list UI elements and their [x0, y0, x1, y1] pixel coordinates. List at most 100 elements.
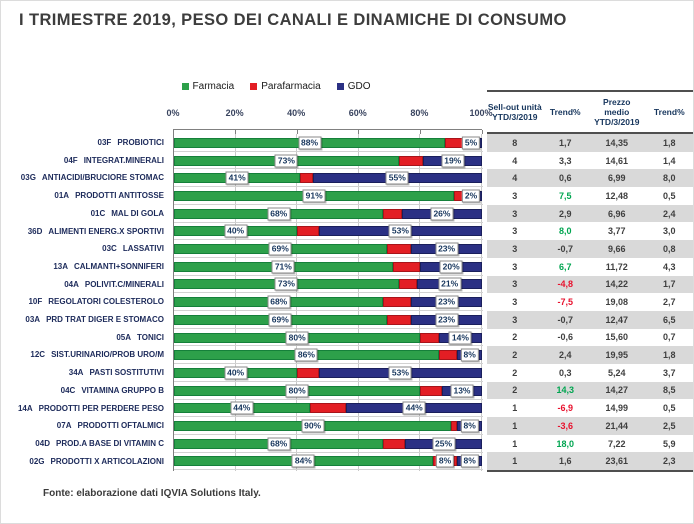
- bar-segment-parafarmacia: [300, 173, 313, 184]
- cell-trend-units: 18,0: [556, 438, 575, 449]
- gridline-horizontal: [174, 345, 483, 347]
- cell-sellout-units: 3: [512, 297, 518, 308]
- gridline-horizontal: [174, 239, 483, 241]
- bar-value-label-gdo: 8%: [460, 348, 479, 362]
- cell-trend-units: 6,7: [559, 261, 572, 272]
- bar-value-label-gdo: 53%: [388, 366, 412, 380]
- x-axis-tick-label: 40%: [287, 108, 306, 118]
- bar-value-label-farmacia: 73%: [274, 154, 298, 168]
- bar-row: 88% 5%: [174, 136, 482, 150]
- category-label: 01A PRODOTTI ANTITOSSE: [1, 187, 168, 205]
- bar-value-label-farmacia: 40%: [224, 366, 248, 380]
- category-name: TONICI: [137, 332, 164, 342]
- category-name: ANTIACIDI/BRUCIORE STOMAC: [41, 173, 164, 183]
- cell-sellout-units: 2: [512, 350, 518, 361]
- stacked-bar: [174, 367, 482, 378]
- bar-segment-parafarmacia: [309, 403, 347, 414]
- category-label: 03G ANTIACIDI/BRUCIORE STOMAC: [1, 169, 168, 187]
- category-label: 04A POLIVIT.C/MINERALI: [1, 276, 168, 294]
- cell-trend-units: -7,5: [557, 297, 574, 308]
- table-header-cell: Prezzo medio YTD/3/2019: [594, 96, 640, 127]
- table-row: 3 8,0 3,77 3,0: [487, 222, 693, 240]
- category-name: MAL DI GOLA: [111, 208, 164, 218]
- cell-sellout-units: 3: [512, 279, 518, 290]
- category-label: 03C LASSATIVI: [1, 240, 168, 258]
- cell-avg-price: 14,61: [605, 155, 629, 166]
- gridline-horizontal: [174, 469, 483, 471]
- bar-value-label-farmacia: 71%: [271, 260, 295, 274]
- table-row: 1 -6,9 14,99 0,5: [487, 399, 693, 417]
- category-name: PRODOTTI PER PERDERE PESO: [38, 403, 164, 413]
- cell-avg-price: 6,99: [607, 173, 626, 184]
- legend-item: GDO: [336, 81, 371, 92]
- category-label: 02G PRODOTTI X ARTICOLAZIONI: [1, 453, 168, 471]
- table-bottom-border: [487, 470, 693, 473]
- x-axis-tick: [482, 130, 483, 134]
- table-row: 4 0,6 6,99 8,0: [487, 169, 693, 188]
- gridline-horizontal: [174, 363, 483, 365]
- x-axis-tick-label: 20%: [225, 108, 244, 118]
- bar-segment-parafarmacia: [392, 261, 421, 272]
- category-code: 05A: [116, 332, 132, 342]
- category-code: 36D: [27, 226, 43, 236]
- bar-value-label-farmacia: 68%: [267, 437, 291, 451]
- stacked-bar: [174, 173, 482, 184]
- cell-trend-price: 2,7: [663, 297, 676, 308]
- table-row: 2 0,3 5,24 3,7: [487, 364, 693, 382]
- cell-avg-price: 21,44: [605, 420, 629, 431]
- table-body: 8 1,7 14,35 1,8 4 3,3 14,61 1,4 4 0,6 6,99 8,0 3 7,5 1…: [487, 134, 693, 471]
- table-header-cell: Sell-out unità YTD/3/2019: [487, 101, 542, 122]
- category-label: 05A TONICI: [1, 329, 168, 347]
- cell-trend-units: -4,8: [557, 279, 574, 290]
- x-axis-tick-label: 80%: [410, 108, 429, 118]
- bar-value-label-gdo: 23%: [435, 295, 459, 309]
- cell-trend-units: -3,6: [557, 420, 574, 431]
- category-name: PRODOTTI OFTALMICI: [77, 421, 164, 431]
- legend: Farmacia Parafarmacia GDO: [151, 81, 401, 92]
- legend-label: Farmacia: [192, 81, 235, 92]
- cell-sellout-units: 2: [512, 332, 518, 343]
- bar-segment-parafarmacia: [297, 367, 319, 378]
- bar-row: 68% 23%: [174, 295, 482, 309]
- bar-value-label-gdo: 53%: [388, 224, 412, 238]
- bar-value-label-farmacia: 69%: [268, 242, 292, 256]
- gridline-horizontal: [174, 168, 483, 170]
- category-code: 04D: [35, 438, 50, 448]
- legend-label: GDO: [347, 81, 371, 92]
- table-row: 2 14,3 14,27 8,5: [487, 381, 693, 400]
- category-name: CALMANTI+SONNIFERI: [74, 261, 164, 271]
- bar-value-label-farmacia: 69%: [268, 313, 292, 327]
- bar-value-label-gdo: 23%: [435, 242, 459, 256]
- x-axis-tick-label: 100%: [469, 108, 493, 118]
- bar-row: 73% 19%: [174, 154, 482, 168]
- category-label: 04C VITAMINA GRUPPO B: [1, 382, 168, 400]
- gridline-horizontal: [174, 416, 483, 418]
- cell-avg-price: 12,48: [605, 190, 629, 201]
- bar-value-label-parafarmacia: 8%: [435, 454, 455, 468]
- cell-trend-price: 5,9: [663, 438, 676, 449]
- category-name: VITAMINA GRUPPO B: [81, 385, 164, 395]
- cell-sellout-units: 3: [512, 208, 518, 219]
- bar-value-label-gdo: 2%: [461, 189, 481, 203]
- stacked-bar: [174, 403, 482, 414]
- cell-sellout-units: 3: [512, 243, 518, 254]
- cell-avg-price: 19,95: [605, 350, 629, 361]
- category-name: REGOLATORI COLESTEROLO: [48, 297, 164, 307]
- stacked-bar: [174, 332, 482, 343]
- cell-trend-price: 3,0: [663, 226, 676, 237]
- category-name: PROBIOTICI: [117, 138, 164, 147]
- category-label: 03F PROBIOTICI: [1, 134, 168, 152]
- category-label: 13A CALMANTI+SONNIFERI: [1, 258, 168, 276]
- bar-row: 90% 8%: [174, 419, 482, 433]
- x-axis-tick-label: 0%: [166, 108, 180, 118]
- cell-sellout-units: 2: [512, 385, 518, 396]
- cell-trend-price: 1,8: [663, 350, 676, 361]
- bar-value-label-farmacia: 68%: [267, 295, 291, 309]
- category-name: POLIVIT.C/MINERALI: [84, 279, 164, 289]
- cell-trend-price: 4,3: [663, 261, 676, 272]
- bar-value-label-farmacia: 73%: [274, 277, 298, 291]
- stacked-bar: [174, 421, 482, 432]
- stacked-bar: [174, 155, 482, 166]
- gridline-horizontal: [174, 150, 483, 152]
